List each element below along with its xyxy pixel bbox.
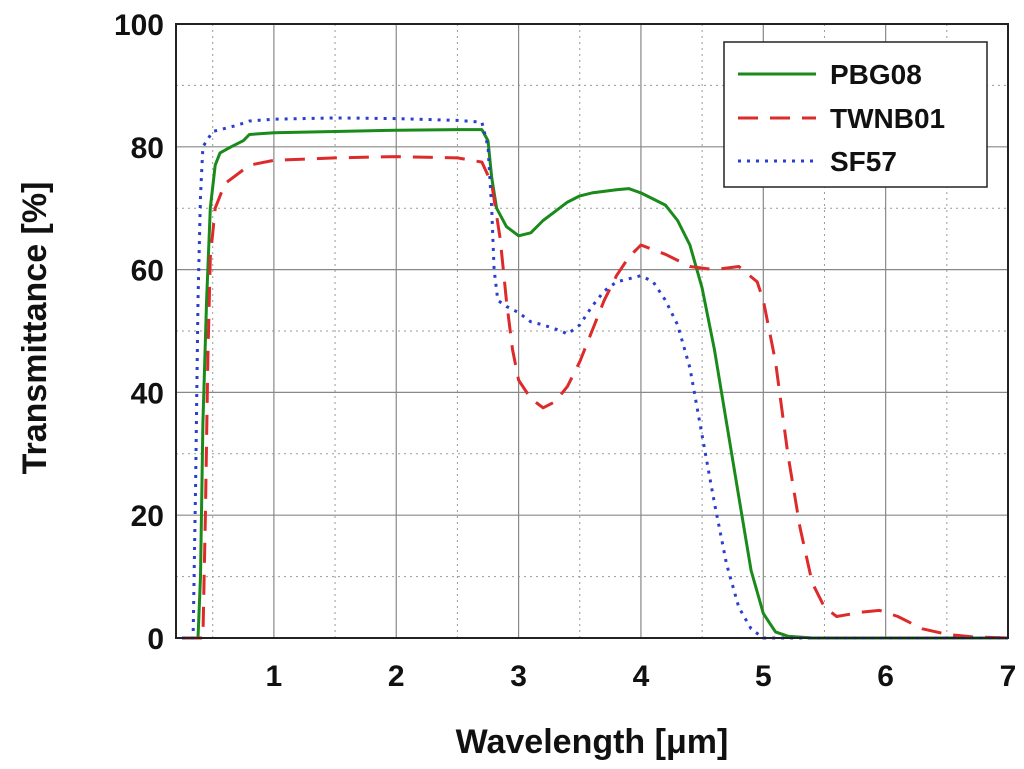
series-line-pbg08 xyxy=(182,128,1008,640)
x-tick-labels: 1 2 3 4 5 6 7 xyxy=(266,660,1017,693)
series-lines xyxy=(182,116,1009,640)
y-tick-label: 40 xyxy=(131,377,164,410)
x-tick-label: 4 xyxy=(633,660,650,693)
legend-label-twnb01: TWNB01 xyxy=(830,103,945,134)
y-tick-label: 80 xyxy=(131,132,164,165)
legend-label-sf57: SF57 xyxy=(830,146,897,177)
x-axis-title: Wavelength [μm] xyxy=(456,723,729,761)
y-tick-label: 20 xyxy=(131,500,164,533)
y-tick-labels: 0 20 40 60 80 100 xyxy=(114,9,164,656)
legend-label-pbg08: PBG08 xyxy=(830,59,922,90)
series-line-sf57 xyxy=(182,116,1008,640)
plot-frame xyxy=(175,23,1009,639)
legend: PBG08 TWNB01 SF57 xyxy=(723,41,988,188)
x-tick-label: 7 xyxy=(1000,660,1017,693)
y-tick-label: 60 xyxy=(131,255,164,288)
x-tick-label: 2 xyxy=(388,660,405,693)
y-axis-title: Transmittance [%] xyxy=(16,182,54,475)
x-tick-label: 3 xyxy=(510,660,527,693)
x-tick-label: 6 xyxy=(877,660,894,693)
series-line-twnb01 xyxy=(182,155,1009,640)
x-tick-label: 5 xyxy=(755,660,772,693)
legend-box xyxy=(723,41,988,188)
x-tick-label: 1 xyxy=(266,660,283,693)
y-tick-label: 100 xyxy=(114,9,164,42)
y-tick-label: 0 xyxy=(147,623,164,656)
